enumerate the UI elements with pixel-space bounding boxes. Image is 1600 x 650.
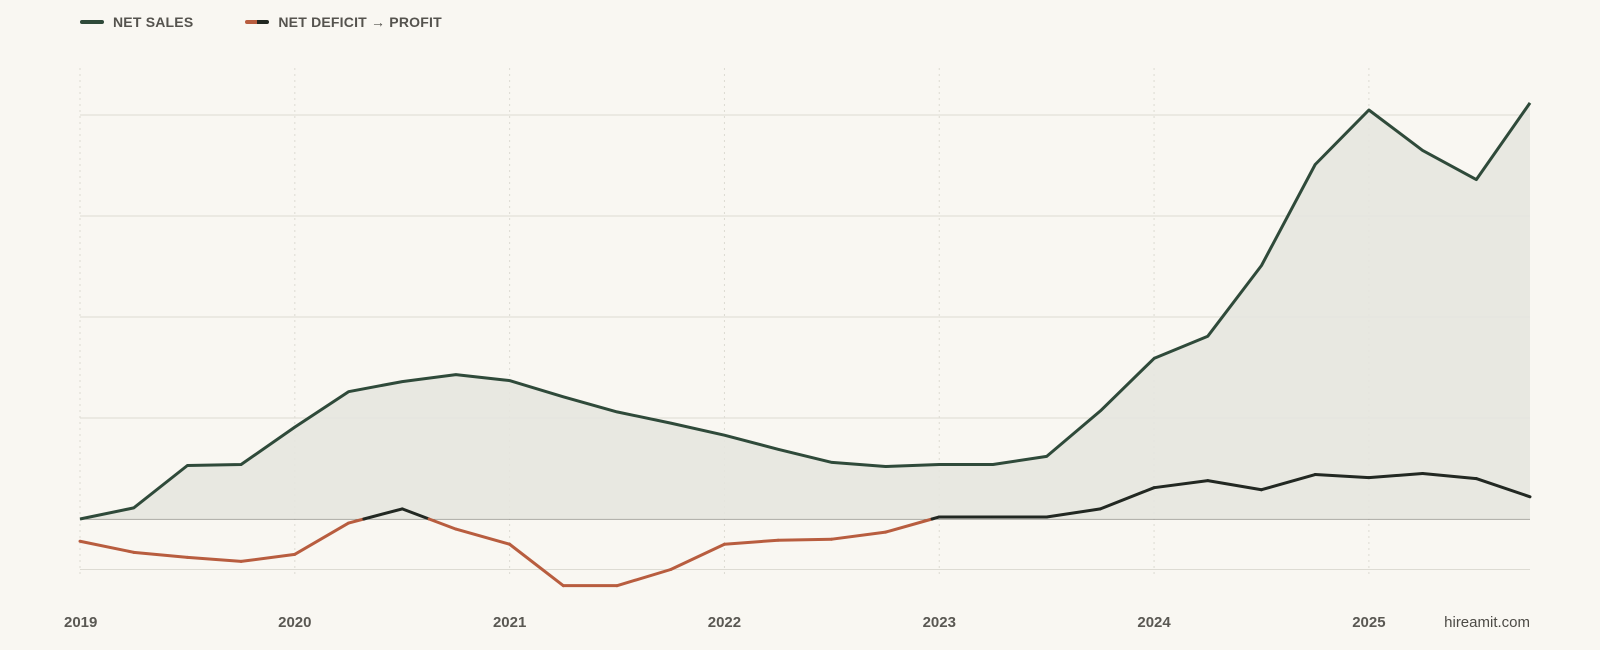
legend: NET SALES NET DEFICIT → PROFIT [80, 14, 442, 30]
net-profit-segment [1421, 472, 1478, 481]
net-deficit-segment [347, 517, 366, 525]
legend-swatch-net-sales [80, 20, 104, 24]
legend-item-net-deficit-profit: NET DEFICIT → PROFIT [245, 14, 442, 30]
swatch-deficit-color [245, 20, 258, 24]
net-deficit-segment [508, 542, 565, 588]
x-tick-label-2024: 2024 [1137, 614, 1171, 631]
net-profit-segment [1313, 473, 1371, 480]
net-sales-area [80, 102, 1530, 520]
x-tick-label-2023: 2023 [923, 614, 956, 631]
brand-label: hireamit.com [1444, 614, 1530, 631]
net-deficit-segment [132, 550, 189, 559]
legend-label-net-deficit-profit: NET DEFICIT → PROFIT [278, 14, 442, 30]
x-tick-label-2021: 2021 [493, 614, 526, 631]
net-deficit-segment [776, 537, 834, 542]
legend-swatch-net-deficit-profit [245, 20, 270, 24]
x-tick-label-2019: 2019 [64, 614, 97, 631]
net-deficit-segment [78, 539, 136, 554]
net-deficit-segment [185, 555, 243, 563]
net-profit-segment [1045, 507, 1102, 519]
legend-label-net-sales: NET SALES [113, 14, 194, 30]
net-deficit-segment [722, 538, 780, 546]
net-deficit-segment [830, 530, 888, 541]
net-deficit-segment [239, 552, 297, 563]
net-profit-segment [1206, 479, 1263, 492]
legend-item-net-sales: NET SALES [80, 14, 193, 30]
x-tick-label-2020: 2020 [278, 614, 311, 631]
net-sales-line [79, 102, 1532, 521]
x-tick-label-2025: 2025 [1352, 614, 1385, 631]
net-deficit-segment [293, 521, 351, 556]
net-deficit-segment [884, 517, 934, 534]
swatch-profit-color [257, 20, 270, 24]
net-profit-segment [1152, 479, 1210, 490]
net-profit-segment [1474, 477, 1532, 499]
net-profit-segment [362, 507, 404, 521]
net-profit-segment [400, 507, 431, 521]
net-deficit-segment [615, 568, 673, 588]
series-lines [78, 102, 1532, 588]
x-tick-label-2022: 2022 [708, 614, 741, 631]
net-deficit-segment [427, 517, 458, 531]
sales-area-layer [80, 102, 1530, 520]
net-deficit-segment [669, 542, 726, 571]
net-profit-segment [1098, 486, 1156, 511]
net-profit-segment [1259, 473, 1317, 492]
net-deficit-segment [454, 527, 512, 546]
x-axis-ticks: 2019 2020 2021 2022 2023 2024 2025 [64, 614, 1386, 631]
swatch-sales-color [80, 20, 104, 24]
net-profit-segment [1367, 472, 1425, 480]
